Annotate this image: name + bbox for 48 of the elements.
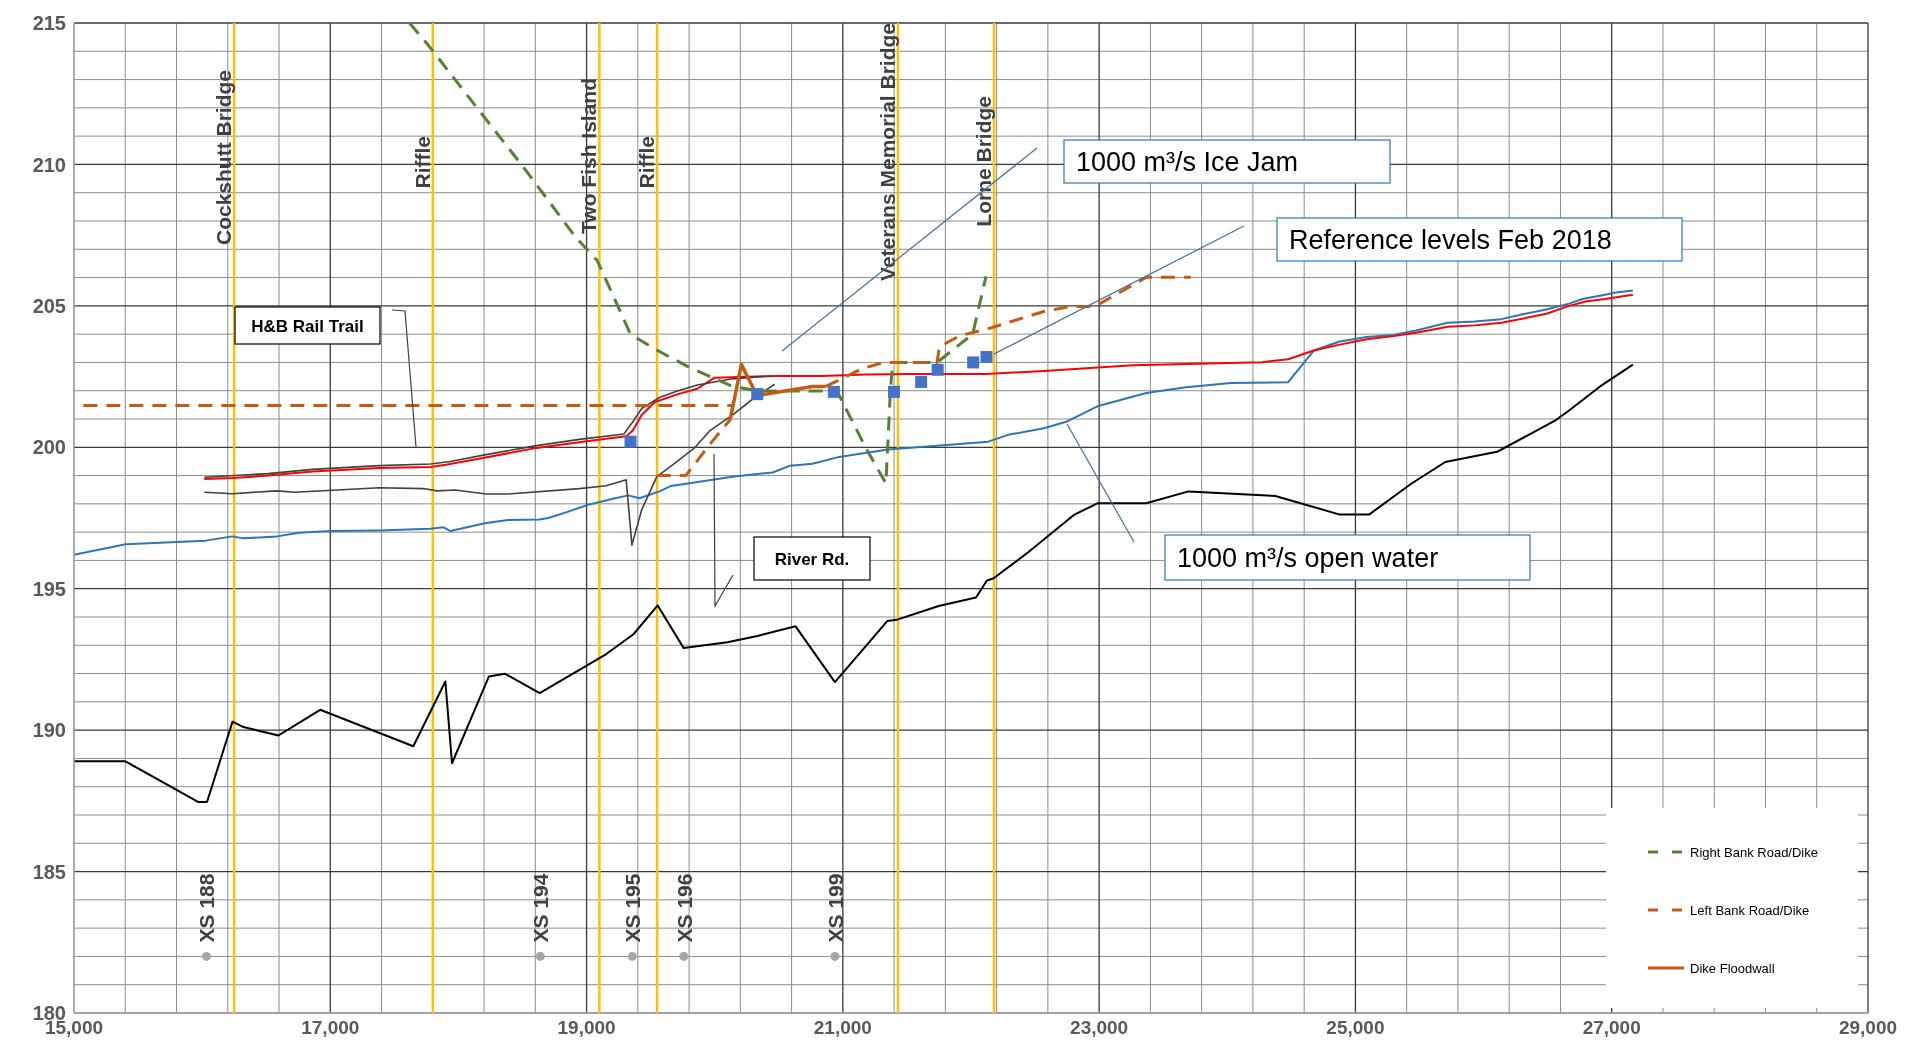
ref-line-label: Lorne Bridge (972, 96, 996, 227)
x-tick-label: 25,000 (1326, 1017, 1385, 1039)
x-tick-label: 17,000 (301, 1017, 360, 1039)
x-tick-label: 19,000 (557, 1017, 616, 1039)
point (535, 951, 545, 961)
x-tick-label: 29,000 (1838, 1017, 1898, 1039)
legend-label: Left Bank Road/Dike (1690, 902, 1810, 918)
point (980, 351, 993, 364)
point (967, 356, 980, 369)
annotation: 1000 m³/s Ice Jam (1076, 147, 1299, 178)
annotation: 1000 m³/s open water (1177, 543, 1439, 574)
point (627, 951, 637, 961)
ref-line-label: Cockshutt Bridge (212, 70, 236, 246)
data-label: XS 194 (529, 873, 553, 943)
ref-line-label: Two Fish Island (577, 78, 601, 234)
legend-label: Right Bank Road/Dike (1690, 844, 1818, 860)
point (931, 363, 944, 376)
data-label: XS 196 (672, 873, 696, 943)
data-label: XS 188 (195, 873, 219, 943)
x-tick-label: 23,000 (1070, 1017, 1129, 1039)
point (915, 375, 928, 388)
annotation: Reference levels Feb 2018 (1289, 225, 1612, 256)
point (679, 951, 689, 961)
y-tick-label: 205 (32, 294, 66, 317)
point (751, 388, 764, 401)
y-tick-label: 200 (32, 436, 66, 459)
point (624, 435, 637, 448)
x-tick-label: 27,000 (1582, 1017, 1641, 1039)
y-tick-label: 190 (32, 719, 66, 742)
y-tick-label: 195 (32, 577, 66, 600)
point (830, 951, 840, 961)
data-label: XS 195 (621, 873, 645, 943)
line-series (203, 293, 1634, 480)
ref-line-label: Veterans Memorial Bridge (875, 23, 899, 281)
point (202, 951, 211, 961)
ref-line-label: Riffle (635, 136, 659, 189)
line-series (74, 363, 1634, 803)
annotation: H&B Rail Trail (251, 316, 364, 336)
y-tick-label: 210 (32, 153, 66, 176)
legend-label: Dike Floodwall (1690, 960, 1775, 976)
y-tick-label: 215 (32, 12, 66, 35)
x-tick-label: 21,000 (813, 1017, 872, 1039)
point (827, 385, 840, 398)
ref-line-label: Riffle (410, 136, 434, 189)
point (887, 385, 900, 398)
data-label: XS 199 (823, 873, 847, 943)
annotation: River Rd. (774, 549, 850, 569)
y-tick-label: 185 (32, 860, 66, 883)
